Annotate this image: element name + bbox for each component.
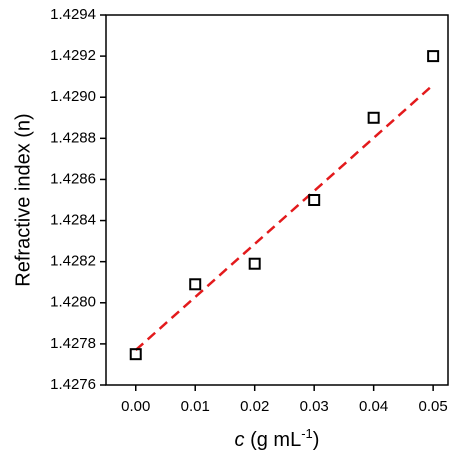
plot-frame: [105, 14, 449, 386]
data-point: [129, 348, 142, 361]
x-label-unit: (g mL: [245, 429, 302, 451]
data-point: [189, 278, 202, 291]
x-tick-label: 0.03: [300, 398, 329, 415]
data-point: [248, 257, 261, 270]
y-tick-label: 1.4288: [50, 129, 96, 146]
data-point: [427, 50, 440, 63]
x-axis-label: c (g mL-1): [235, 426, 320, 451]
x-label-variable: c: [235, 429, 245, 451]
x-tick-label: 0.02: [240, 398, 269, 415]
x-tick-label: 0.04: [359, 398, 388, 415]
x-label-exponent: -1: [301, 426, 313, 441]
y-tick-label: 1.4278: [50, 335, 96, 352]
y-tick-label: 1.4280: [50, 294, 96, 311]
y-tick-label: 1.4284: [50, 212, 96, 229]
x-tick-label: 0.00: [121, 398, 150, 415]
y-tick-label: 1.4276: [50, 376, 96, 393]
data-point: [367, 111, 380, 124]
x-tick-label: 0.01: [181, 398, 210, 415]
x-tick-label: 0.05: [419, 398, 448, 415]
y-tick-label: 1.4292: [50, 47, 96, 64]
fit-line: [134, 83, 434, 351]
data-point: [308, 194, 321, 206]
y-tick-label: 1.4282: [50, 253, 96, 270]
y-tick-label: 1.4290: [50, 88, 96, 105]
y-tick-label: 1.4286: [50, 170, 96, 187]
y-tick-label: 1.4294: [50, 6, 96, 23]
x-label-close: ): [313, 429, 320, 451]
y-axis-label: Refractive index (n): [12, 113, 34, 286]
